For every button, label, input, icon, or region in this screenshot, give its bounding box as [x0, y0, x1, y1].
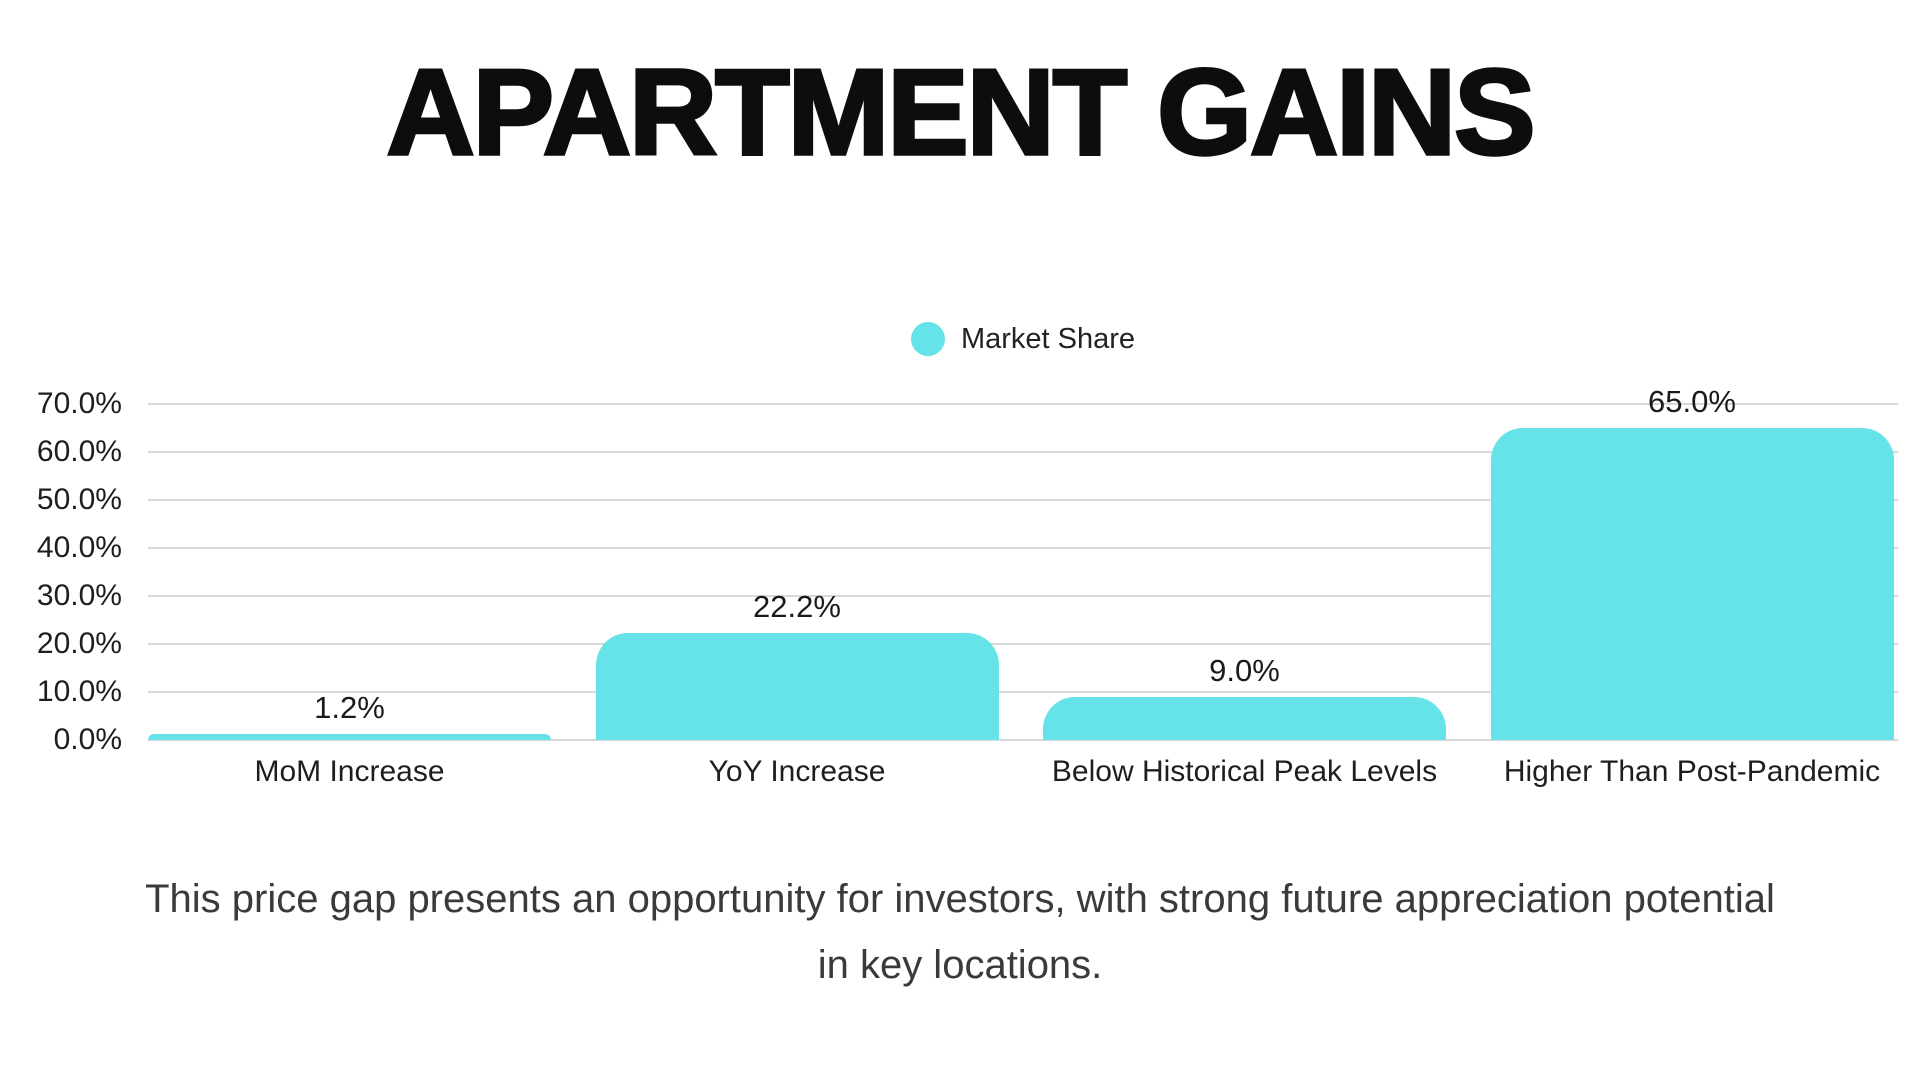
gridline [148, 451, 1898, 453]
y-axis-tick-label: 10.0% [36, 675, 122, 708]
x-axis-category-label: YoY Increase [708, 755, 886, 788]
gridline [148, 403, 1898, 405]
y-axis-tick-label: 0.0% [53, 723, 122, 756]
bar-higher-than-post-pandemic [1490, 428, 1894, 740]
x-axis-category-label: Below Historical Peak Levels [1051, 755, 1438, 788]
gridline [148, 643, 1898, 645]
y-axis-tick-label: 20.0% [36, 627, 122, 660]
bar-yoy-increase [595, 633, 999, 740]
y-axis-tick-label: 50.0% [36, 483, 122, 516]
bar-below-historical-peak-levels [1043, 696, 1446, 740]
legend-dot-icon [910, 322, 945, 356]
gridline [148, 691, 1898, 693]
y-axis-tick-label: 70.0% [36, 387, 122, 420]
caption-line-1: This price gap presents an opportunity f… [145, 877, 1775, 921]
gridline [148, 499, 1898, 501]
x-axis-category-label: MoM Increase [254, 755, 445, 788]
x-axis-category-label: Higher Than Post-Pandemic [1503, 755, 1881, 788]
caption: This price gap presents an opportunity f… [0, 866, 1920, 998]
caption-line-2: in key locations. [817, 943, 1103, 987]
gridline [148, 547, 1898, 549]
chart-legend: Market Share [148, 322, 1898, 356]
y-axis-tick-label: 30.0% [36, 579, 122, 612]
bar-value-label: 22.2% [753, 589, 841, 625]
y-axis-tick-label: 40.0% [36, 531, 122, 564]
y-axis-tick-label: 60.0% [36, 435, 122, 468]
gridline [148, 595, 1898, 597]
page-title: APARTMENT GAINS [385, 42, 1538, 182]
legend-label: Market Share [960, 322, 1136, 355]
bar-mom-increase [148, 734, 551, 740]
bar-value-label: 65.0% [1648, 384, 1736, 419]
bar-value-label: 1.2% [314, 690, 385, 726]
bar-value-label: 9.0% [1209, 652, 1280, 688]
gridline [148, 739, 1898, 741]
